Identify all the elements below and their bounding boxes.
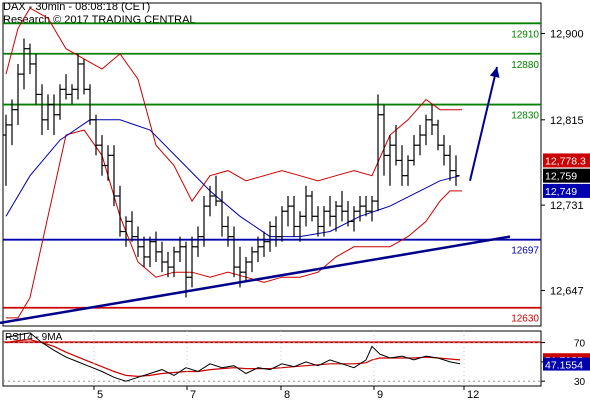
level-label: 12830	[511, 111, 539, 122]
price-tag-box	[543, 183, 590, 198]
price-tag-label: 12,778.3	[545, 155, 586, 167]
y-axis-tick-label: 12,900	[550, 28, 584, 40]
level-label: 12630	[511, 314, 539, 325]
rsi-line	[5, 332, 461, 382]
level-label: 12697	[511, 246, 539, 257]
rsi-value-tag-label: 47.1554	[545, 360, 583, 372]
rsi-ma-line	[5, 339, 461, 378]
price-tag-label: 12,759	[545, 171, 577, 183]
chart-header-title: DAX - 30min - 08:08:18 (CET)	[3, 1, 151, 13]
lower-band-line	[6, 129, 462, 319]
x-axis-tick-label: 12	[467, 389, 479, 400]
level-label: 12910	[511, 29, 539, 40]
y-axis-tick-label: 12,647	[550, 285, 584, 297]
upper-band-line	[5, 7, 462, 203]
rsi-value-tag-box	[543, 357, 590, 371]
main-panel-frame	[2, 2, 542, 327]
x-axis-tick-label: 7	[190, 389, 196, 400]
support-trendline	[0, 235, 511, 325]
rsi-panel-frame	[2, 330, 542, 387]
x-axis-tick-label: 8	[284, 389, 290, 400]
x-axis-tick-label: 5	[97, 389, 103, 400]
price-tag-box	[543, 168, 590, 183]
forecast-arrow-line	[469, 66, 498, 181]
price-tag-box	[543, 153, 590, 168]
price-tag-label: 12,749	[545, 186, 577, 198]
rsi-title: RSI14 - 9MA	[5, 332, 63, 343]
forecast-arrow-head	[489, 66, 500, 78]
moving-average-line	[5, 119, 461, 238]
level-label: 12880	[511, 60, 539, 71]
rsi-y-axis-tick-label: 30	[574, 377, 586, 388]
rsi-y-axis-tick-label: 70	[574, 339, 586, 350]
x-axis-tick-label: 9	[377, 389, 383, 400]
y-axis-tick-label: 12,815	[550, 115, 584, 127]
y-axis-tick-label: 12,731	[550, 200, 584, 212]
